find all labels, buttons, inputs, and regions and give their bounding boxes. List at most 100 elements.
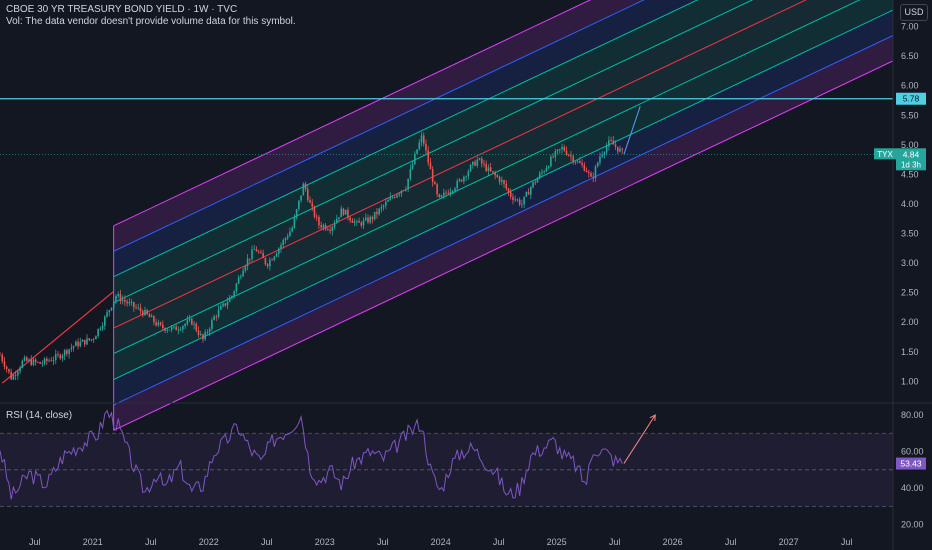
axes: 1.00 1.50 2.00 2.50 3.00 3.50 4.00 4.50 5.00 5.50… [29, 0, 924, 550]
candle-body [349, 217, 351, 221]
projection-arrow[interactable] [623, 106, 641, 155]
candle-body [186, 320, 189, 325]
rsi-value-text: 53.43 [900, 459, 922, 469]
candle-body [596, 162, 599, 167]
channel-line-4 [113, 0, 807, 329]
candle-body [463, 176, 465, 182]
x-tick-label: Jul [609, 537, 621, 547]
candle-body [246, 258, 249, 267]
candle-body [148, 314, 151, 318]
candle-body [248, 258, 251, 260]
candle-body [443, 192, 445, 196]
candle-body [133, 301, 135, 308]
last-price-badge [896, 148, 926, 171]
candle-body [485, 164, 487, 172]
rsi-y-tick-label: 60.00 [901, 447, 924, 457]
candle-body [81, 339, 84, 342]
candle-body [489, 167, 492, 172]
x-tick-label: Jul [841, 537, 853, 547]
candle-body [46, 358, 48, 362]
candle-body [202, 334, 204, 340]
hline-price-text: 5.78 [903, 94, 920, 104]
candle-body [262, 253, 264, 259]
candle-body [295, 209, 298, 218]
candle-body [373, 211, 376, 220]
candle-body [213, 316, 215, 321]
candle-body [574, 162, 577, 164]
pitchfork-channel [1, 0, 894, 431]
candle-body [538, 173, 541, 179]
candle-body [474, 161, 476, 166]
candle-body [431, 169, 434, 183]
rsi-legend[interactable]: RSI (14, close) [6, 410, 73, 421]
candle-body [306, 189, 309, 201]
candle-body [61, 355, 64, 359]
candle-body [385, 201, 387, 206]
candle-body [280, 245, 282, 249]
y-tick-label: 3.50 [901, 229, 919, 239]
candle-body [603, 152, 606, 155]
candle-body [523, 196, 525, 205]
y-tick-label: 4.50 [901, 169, 919, 179]
candle-body [8, 368, 10, 372]
x-tick-label: 2026 [663, 537, 683, 547]
candle-body [445, 192, 447, 194]
channel-band-1 [113, 10, 894, 405]
candle-body [378, 208, 380, 215]
candle-body [505, 183, 508, 189]
y-tick-label: 4.00 [901, 199, 919, 209]
candle-body [242, 270, 244, 277]
candle-body [400, 190, 403, 194]
candle-body [570, 155, 572, 157]
candle-body [37, 362, 39, 363]
candle-body [251, 249, 253, 259]
candle-body [282, 240, 285, 246]
channel-line-5 [113, 0, 754, 304]
rsi-value-badge [896, 457, 926, 470]
channel-line-1 [113, 35, 894, 406]
candle-body [356, 221, 358, 222]
y-tick-label: 1.50 [901, 347, 919, 357]
candle-body [545, 167, 548, 172]
candle-body [106, 312, 108, 317]
candle-body [398, 193, 401, 195]
candle-body [449, 191, 452, 194]
candle-body [115, 296, 117, 302]
candle-body [376, 211, 378, 215]
rsi-y-tick-label: 80.00 [901, 410, 924, 420]
candle-body [605, 146, 608, 153]
candle-body [112, 301, 115, 308]
symbol-legend-title[interactable]: CBOE 30 YR TREASURY BOND YIELD · 1W · TV… [6, 4, 238, 15]
candle-body [1, 354, 4, 362]
candle-body [244, 266, 247, 271]
candle-body [226, 301, 229, 306]
candle-body [608, 140, 610, 147]
x-tick-label: Jul [145, 537, 157, 547]
candle-body [146, 309, 148, 315]
candle-body [54, 354, 57, 360]
candle-body [362, 220, 365, 226]
candle-body [550, 156, 552, 167]
candle-body [92, 339, 95, 340]
candle-body [275, 253, 278, 257]
candle-body [153, 316, 155, 323]
candle-body [333, 223, 336, 227]
candle-body [204, 332, 206, 340]
candle-body [50, 360, 53, 362]
x-tick-label: 2021 [83, 537, 103, 547]
candle-body [501, 180, 503, 182]
candle-body [322, 225, 325, 228]
candle-body [558, 149, 561, 150]
candle-body [95, 336, 97, 340]
currency-button[interactable]: USD [900, 4, 928, 21]
candle-body [14, 375, 17, 376]
candle-body [556, 149, 559, 152]
candle-body [39, 362, 41, 364]
candle-body [418, 142, 421, 150]
y-tick-label: 5.50 [901, 110, 919, 120]
candle-body [347, 209, 349, 218]
candle-body [286, 236, 289, 239]
candle-body [21, 360, 24, 368]
